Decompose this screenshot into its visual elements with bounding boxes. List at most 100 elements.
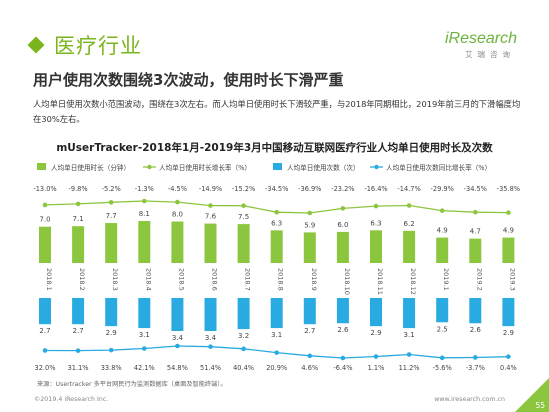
category-tick-label: 2019.3 (508, 268, 516, 291)
frequency-bar (336, 298, 349, 324)
logo-brand: iResearch (445, 30, 518, 47)
frequency-growth-point (307, 353, 313, 359)
duration-value-label: 4.9 (503, 227, 514, 235)
duration-bar (204, 223, 217, 263)
duration-value-label: 7.6 (205, 213, 217, 221)
duration-bar (303, 232, 316, 263)
duration-bar (502, 237, 515, 263)
duration-bar (138, 221, 151, 263)
frequency-value-label: 2.9 (503, 329, 514, 337)
duration-growth-point (340, 206, 346, 211)
frequency-growth-label: 42.1% (134, 364, 155, 372)
duration-bar (436, 237, 449, 263)
duration-growth-label: -14.9% (199, 185, 222, 193)
frequency-bar (39, 298, 51, 325)
frequency-bar (105, 298, 118, 327)
duration-growth-point (274, 209, 280, 215)
frequency-value-label: 3.1 (139, 331, 150, 339)
category-tick-label: 2018.1 (45, 268, 53, 291)
duration-growth-point (42, 202, 48, 208)
duration-value-label: 5.9 (304, 221, 315, 229)
category-tick-label: 2018.7 (244, 268, 252, 291)
duration-growth-label: -1.3% (135, 185, 154, 193)
frequency-value-label: 2.9 (106, 329, 117, 337)
duration-value-label: 7.0 (39, 216, 50, 224)
category-tick-label: 2018.3 (111, 268, 119, 291)
duration-value-label: 7.5 (238, 213, 249, 221)
frequency-growth-point (473, 355, 478, 360)
category-tick-label: 2018.11 (376, 268, 384, 295)
frequency-bar (270, 298, 283, 329)
frequency-value-label: 2.7 (39, 327, 50, 335)
category-tick-label: 2018.10 (343, 268, 351, 295)
frequency-growth-label: 54.8% (167, 364, 188, 372)
frequency-growth-point (506, 354, 511, 359)
duration-value-label: 4.9 (437, 227, 448, 235)
category-tick-label: 2018.4 (144, 268, 152, 291)
duration-growth-point (439, 208, 445, 213)
page-number: 55 (535, 401, 545, 410)
frequency-bar (138, 298, 151, 329)
duration-value-label: 6.3 (370, 219, 381, 227)
legend-label-1: 人均单日使用时长增长率（%） (159, 163, 251, 172)
frequency-growth-label: -6.4% (333, 364, 352, 372)
frequency-growth-point (108, 347, 114, 353)
frequency-value-label: 3.2 (238, 332, 249, 340)
legend-swatch-2 (273, 163, 282, 170)
frequency-growth-point (406, 352, 412, 357)
page-corner (515, 378, 549, 412)
duration-growth-point (142, 198, 147, 204)
duration-value-label: 8.0 (172, 211, 183, 219)
frequency-value-label: 2.5 (437, 325, 448, 333)
duration-growth-label: -34.5% (265, 185, 288, 193)
category-tick-label: 2019.1 (442, 268, 450, 291)
legend-label-0: 人均单日使用时长（分钟） (51, 163, 130, 172)
duration-value-label: 6.0 (337, 221, 348, 229)
frequency-growth-label: 20.9% (266, 364, 287, 372)
duration-bar (270, 230, 283, 263)
frequency-value-label: 3.4 (172, 334, 184, 342)
legend-label-2: 人均单日使用次数（次） (287, 163, 360, 172)
frequency-growth-label: 32.0% (35, 364, 56, 372)
duration-growth-point (241, 203, 246, 208)
logo-sub: 艾瑞咨询 (465, 50, 515, 59)
description: 人均单日使用次数小范围波动，围绕在3次左右。而人均单日使用时长下滑较严重，与20… (33, 99, 521, 124)
duration-growth-label: -35.8% (497, 185, 520, 193)
duration-bar (72, 226, 85, 263)
duration-bar (469, 238, 482, 263)
frequency-value-label: 2.7 (73, 327, 84, 335)
category-tick-label: 2018.9 (310, 268, 318, 291)
frequency-value-label: 3.4 (205, 334, 217, 342)
source-note: 来源：Usertracker 多平台网民行为监测数据库（桌面及智能终端）。 (37, 381, 227, 388)
frequency-growth-point (42, 348, 48, 353)
frequency-bar (204, 298, 217, 331)
duration-bar (336, 231, 349, 263)
duration-bar (171, 221, 184, 263)
frequency-growth-label: 51.4% (200, 364, 221, 372)
legend-marker-3 (374, 164, 379, 170)
headline: 用户使用次数围绕3次波动，使用时长下滑严重 (33, 71, 344, 89)
duration-growth-label: -13.0% (33, 185, 56, 193)
duration-growth-label: -16.4% (364, 185, 387, 193)
duration-value-label: 4.7 (470, 228, 481, 236)
frequency-growth-label: 31.1% (68, 364, 89, 372)
section-title: 医疗行业 (27, 32, 142, 58)
duration-bar (39, 226, 51, 263)
frequency-value-label: 3.1 (404, 331, 415, 339)
frequency-bar (370, 298, 382, 327)
frequency-value-label: 3.1 (271, 331, 282, 339)
frequency-growth-label: 1.1% (368, 364, 385, 372)
category-tick-label: 2018.12 (409, 268, 417, 295)
category-tick-label: 2018.5 (177, 268, 185, 291)
duration-growth-point (75, 201, 81, 207)
duration-bar (370, 230, 382, 263)
frequency-growth-point (439, 355, 445, 361)
duration-bar (403, 230, 416, 263)
frequency-growth-point (373, 354, 379, 359)
chart-title: mUserTracker-2018年1月-2019年3月中国移动互联网医疗行业人… (56, 142, 493, 154)
frequency-growth-point (75, 348, 81, 353)
frequency-value-label: 2.7 (304, 327, 315, 335)
frequency-growth-point (241, 346, 246, 352)
category-tick-label: 2018.2 (78, 268, 86, 291)
